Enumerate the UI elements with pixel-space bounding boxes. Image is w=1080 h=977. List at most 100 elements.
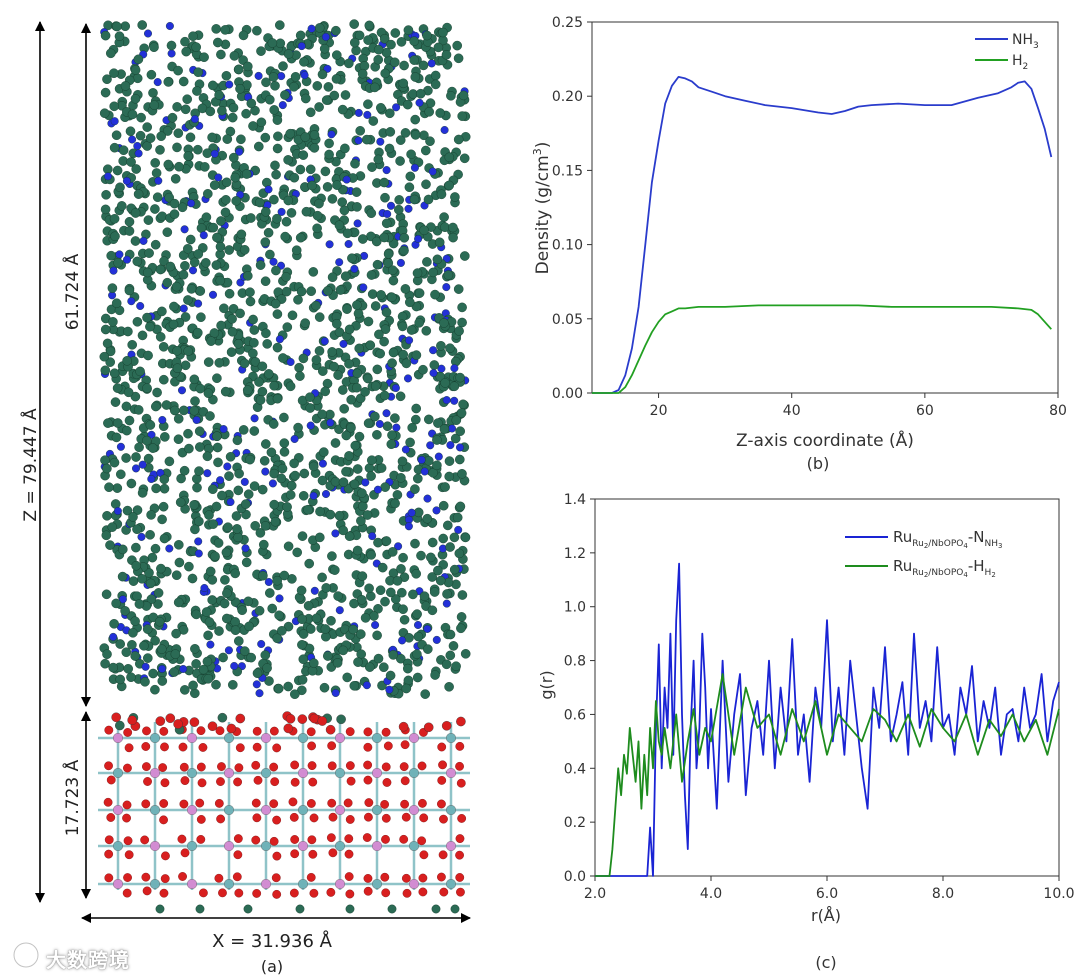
gas-atom — [228, 152, 239, 163]
slab-atom-o — [159, 799, 169, 808]
slab-atom-o — [344, 834, 354, 844]
gas-atom — [342, 228, 353, 239]
panel-c-series — [595, 562, 1060, 877]
gas-atom — [453, 284, 464, 294]
gas-atom — [422, 257, 432, 267]
gas-atom — [305, 624, 316, 634]
gas-atom — [169, 405, 180, 416]
gas-atom — [150, 401, 161, 412]
gas-atom — [259, 455, 270, 466]
gas-atom — [444, 471, 455, 482]
gas-atom — [362, 510, 373, 520]
gas-atom — [173, 128, 184, 138]
legend-nh3-label: NH3 — [1012, 32, 1039, 51]
gas-atom — [455, 501, 466, 512]
gas-atom — [357, 234, 368, 244]
gas-atom — [215, 275, 226, 286]
watermark-text: 大数跨境 — [46, 948, 130, 972]
slab-atom-o — [399, 762, 409, 772]
gas-atom — [331, 74, 342, 84]
gas-atom — [406, 325, 417, 335]
gas-atom-nitrogen — [158, 416, 167, 425]
slab-atom-o — [326, 833, 336, 843]
slab-atom-p — [149, 733, 160, 744]
surface-adsorbate-atom — [336, 714, 346, 725]
gas-atom-nitrogen — [275, 594, 284, 603]
gas-atom — [221, 547, 232, 558]
gas-atom-nitrogen — [194, 549, 203, 558]
gas-atom — [366, 208, 377, 218]
gas-atom — [159, 256, 169, 267]
slab-atom-o — [381, 834, 390, 844]
gas-atom — [379, 232, 390, 243]
gas-atom — [280, 231, 291, 242]
surface-adsorbate-atom — [283, 723, 294, 734]
z-total-label: Z = 79.447 Å — [19, 408, 41, 522]
gas-atom — [432, 435, 442, 445]
gas-atom — [410, 114, 421, 125]
gas-atom — [224, 288, 235, 299]
gas-atom — [145, 420, 156, 430]
gas-atom — [458, 90, 469, 101]
gas-atom — [161, 400, 172, 410]
gas-atom — [448, 222, 458, 233]
gas-atom — [277, 463, 288, 474]
gas-atom — [261, 328, 271, 339]
slab-atom-nb — [112, 879, 123, 890]
gas-atom — [300, 318, 311, 328]
slab-atom-o — [269, 726, 279, 736]
slab-atom-p — [261, 768, 272, 779]
gas-atom — [100, 324, 111, 335]
gas-atom — [163, 77, 174, 87]
gas-atom — [204, 510, 214, 520]
gas-atom — [122, 425, 132, 436]
gas-atom — [390, 28, 401, 38]
gas-atom — [285, 490, 296, 500]
gas-atom — [358, 501, 368, 512]
gas-atom — [312, 81, 323, 91]
gas-atom — [231, 196, 241, 206]
gas-atom-nitrogen — [190, 115, 199, 124]
slab-atom-o — [345, 727, 355, 737]
slab-atom-o — [437, 872, 446, 882]
panel-a-caption: (a) — [261, 957, 283, 976]
gas-atom — [227, 314, 237, 324]
slab-atom-o — [364, 812, 373, 822]
gas-atom — [281, 286, 292, 297]
gas-atom — [331, 318, 342, 329]
gas-atom — [283, 155, 293, 165]
gas-atom-nitrogen — [353, 219, 362, 228]
gas-atom — [457, 468, 467, 479]
gas-atom — [209, 328, 220, 338]
slab-atom-nb — [446, 768, 457, 779]
gas-atom — [213, 457, 223, 468]
gas-atom — [193, 249, 204, 259]
bottom-atom — [387, 904, 397, 914]
gas-atom — [185, 132, 196, 143]
gas-atom — [410, 484, 420, 494]
gas-atom — [390, 413, 400, 423]
gas-atom — [142, 383, 152, 393]
slab-atom-p — [298, 805, 309, 816]
gas-atom — [236, 134, 246, 145]
gas-atom — [211, 679, 221, 690]
gas-atom — [107, 283, 118, 293]
gas-atom — [125, 126, 136, 136]
gas-atom — [305, 403, 316, 413]
panel-b-caption: (b) — [807, 454, 830, 473]
gas-atom — [114, 31, 125, 42]
gas-atom — [303, 504, 313, 515]
gas-atom — [351, 45, 361, 56]
gas-atom — [289, 172, 300, 183]
gas-atom — [297, 531, 308, 541]
slab-atom-o — [438, 850, 448, 860]
gas-atom — [112, 165, 123, 176]
gas-atom — [127, 109, 138, 120]
slab-atom-o — [363, 742, 373, 752]
gas-atom — [120, 606, 130, 616]
gas-atom-nitrogen — [268, 479, 277, 488]
gas-atom — [372, 630, 382, 641]
slab-atom-o — [399, 834, 409, 844]
gas-atom — [142, 122, 152, 132]
gas-atom-nitrogen — [454, 525, 463, 534]
